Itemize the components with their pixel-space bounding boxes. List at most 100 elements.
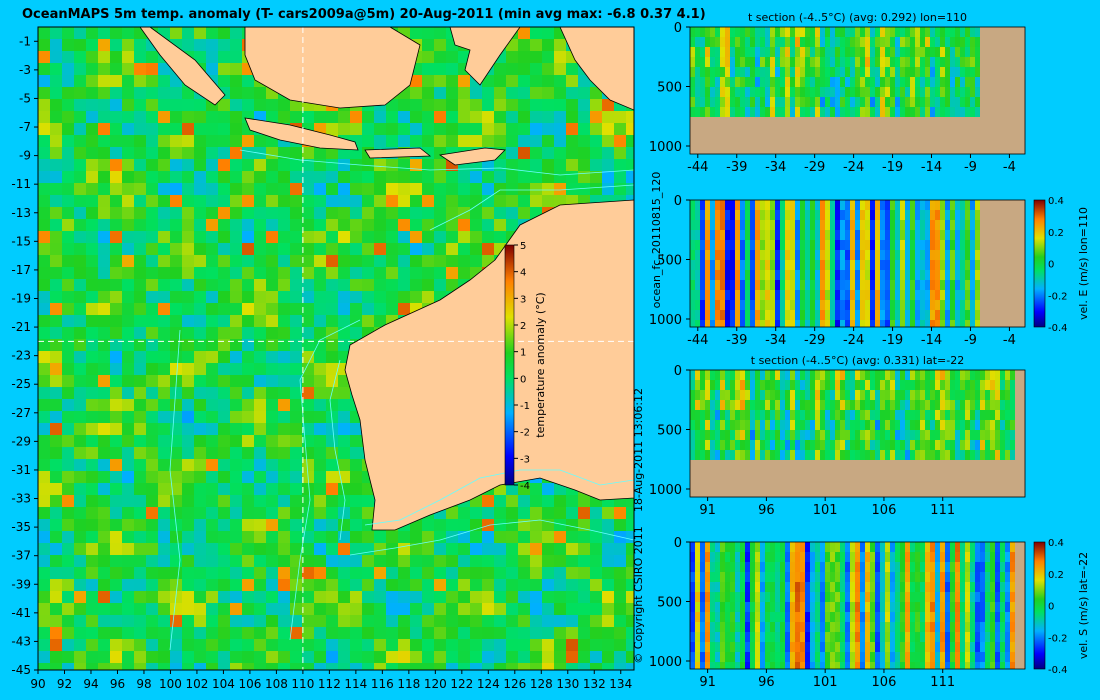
map-cell	[290, 579, 302, 591]
section-cell	[815, 37, 820, 47]
map-cell	[218, 255, 230, 267]
section-cell	[710, 67, 715, 77]
section-cell	[935, 430, 940, 440]
section-cell	[690, 612, 695, 622]
section-cell	[820, 107, 825, 117]
map-cell	[110, 183, 122, 195]
section-cell	[780, 27, 785, 37]
map-cell	[554, 579, 566, 591]
section-cell	[780, 450, 785, 460]
section-cell	[930, 250, 935, 260]
section-cell	[715, 562, 720, 572]
section-cell	[855, 400, 860, 410]
map-cell	[158, 423, 170, 435]
map-cell	[302, 207, 314, 219]
map-cell	[146, 543, 158, 555]
section-cell	[885, 440, 890, 450]
section-cell	[960, 390, 965, 400]
section-cell	[835, 390, 840, 400]
section-cell	[765, 27, 770, 37]
section-cell	[750, 240, 755, 250]
map-cell	[206, 111, 218, 123]
section-cell	[880, 57, 885, 67]
map-cell	[230, 63, 242, 75]
map-cell	[242, 423, 254, 435]
map-cell	[146, 159, 158, 171]
section-cell	[690, 662, 695, 669]
map-cell	[230, 315, 242, 327]
map-cell	[110, 519, 122, 531]
map-cell	[302, 219, 314, 231]
section-cell	[790, 420, 795, 430]
map-cell	[446, 267, 458, 279]
section-cell	[905, 390, 910, 400]
map-cell	[290, 255, 302, 267]
section-cell	[775, 97, 780, 107]
map-cell	[338, 615, 350, 627]
section-cell	[860, 450, 865, 460]
map-cell	[158, 531, 170, 543]
map-cell	[362, 495, 374, 507]
section-cell	[765, 77, 770, 87]
map-cell	[74, 591, 86, 603]
map-cell	[266, 639, 278, 651]
section-cell	[805, 410, 810, 420]
section-cell	[715, 210, 720, 220]
section-cell	[935, 250, 940, 260]
section-cell	[920, 380, 925, 390]
section-cell	[930, 240, 935, 250]
section-cell	[700, 420, 705, 430]
map-cell	[386, 615, 398, 627]
section-cell	[950, 200, 955, 210]
map-cell	[134, 219, 146, 231]
map-cell	[530, 639, 542, 651]
map-cell	[410, 651, 422, 663]
map-cell	[194, 147, 206, 159]
map-cell	[242, 639, 254, 651]
map-cell	[158, 471, 170, 483]
section-cell	[965, 260, 970, 270]
map-cell	[398, 543, 410, 555]
section-cell	[915, 107, 920, 117]
map-cell	[242, 387, 254, 399]
section-cell	[690, 87, 695, 97]
section-colorbar-tick-label: 0.2	[1048, 228, 1064, 239]
section-cell	[1005, 400, 1010, 410]
map-cell	[62, 663, 74, 670]
borneo-island	[244, 27, 421, 109]
section-cell	[955, 37, 960, 47]
section-cell	[880, 430, 885, 440]
section-cell	[910, 57, 915, 67]
map-cell	[470, 591, 482, 603]
section-cell	[695, 632, 700, 642]
map-cell	[62, 135, 74, 147]
map-cell	[38, 519, 50, 531]
map-cell	[134, 555, 146, 567]
section-cell	[935, 27, 940, 37]
section-cell	[850, 420, 855, 430]
section-cell	[850, 370, 855, 380]
map-cell	[194, 255, 206, 267]
map-cell	[230, 471, 242, 483]
section-cell	[740, 57, 745, 67]
section-cell	[885, 67, 890, 77]
section-cell	[775, 400, 780, 410]
section-cell	[735, 380, 740, 390]
section-cell	[945, 310, 950, 320]
section-cell	[910, 420, 915, 430]
section-cell	[925, 200, 930, 210]
section-cell	[940, 380, 945, 390]
map-cell	[266, 579, 278, 591]
map-cell	[578, 135, 590, 147]
section-cell	[805, 400, 810, 410]
section-cell	[710, 440, 715, 450]
map-cell	[50, 639, 62, 651]
section-cell	[935, 37, 940, 47]
section-cell	[740, 572, 745, 582]
map-cell	[134, 63, 146, 75]
section-x-tick-label: 91	[699, 503, 716, 518]
section-cell	[745, 57, 750, 67]
section-cell	[860, 37, 865, 47]
section-cell	[780, 410, 785, 420]
